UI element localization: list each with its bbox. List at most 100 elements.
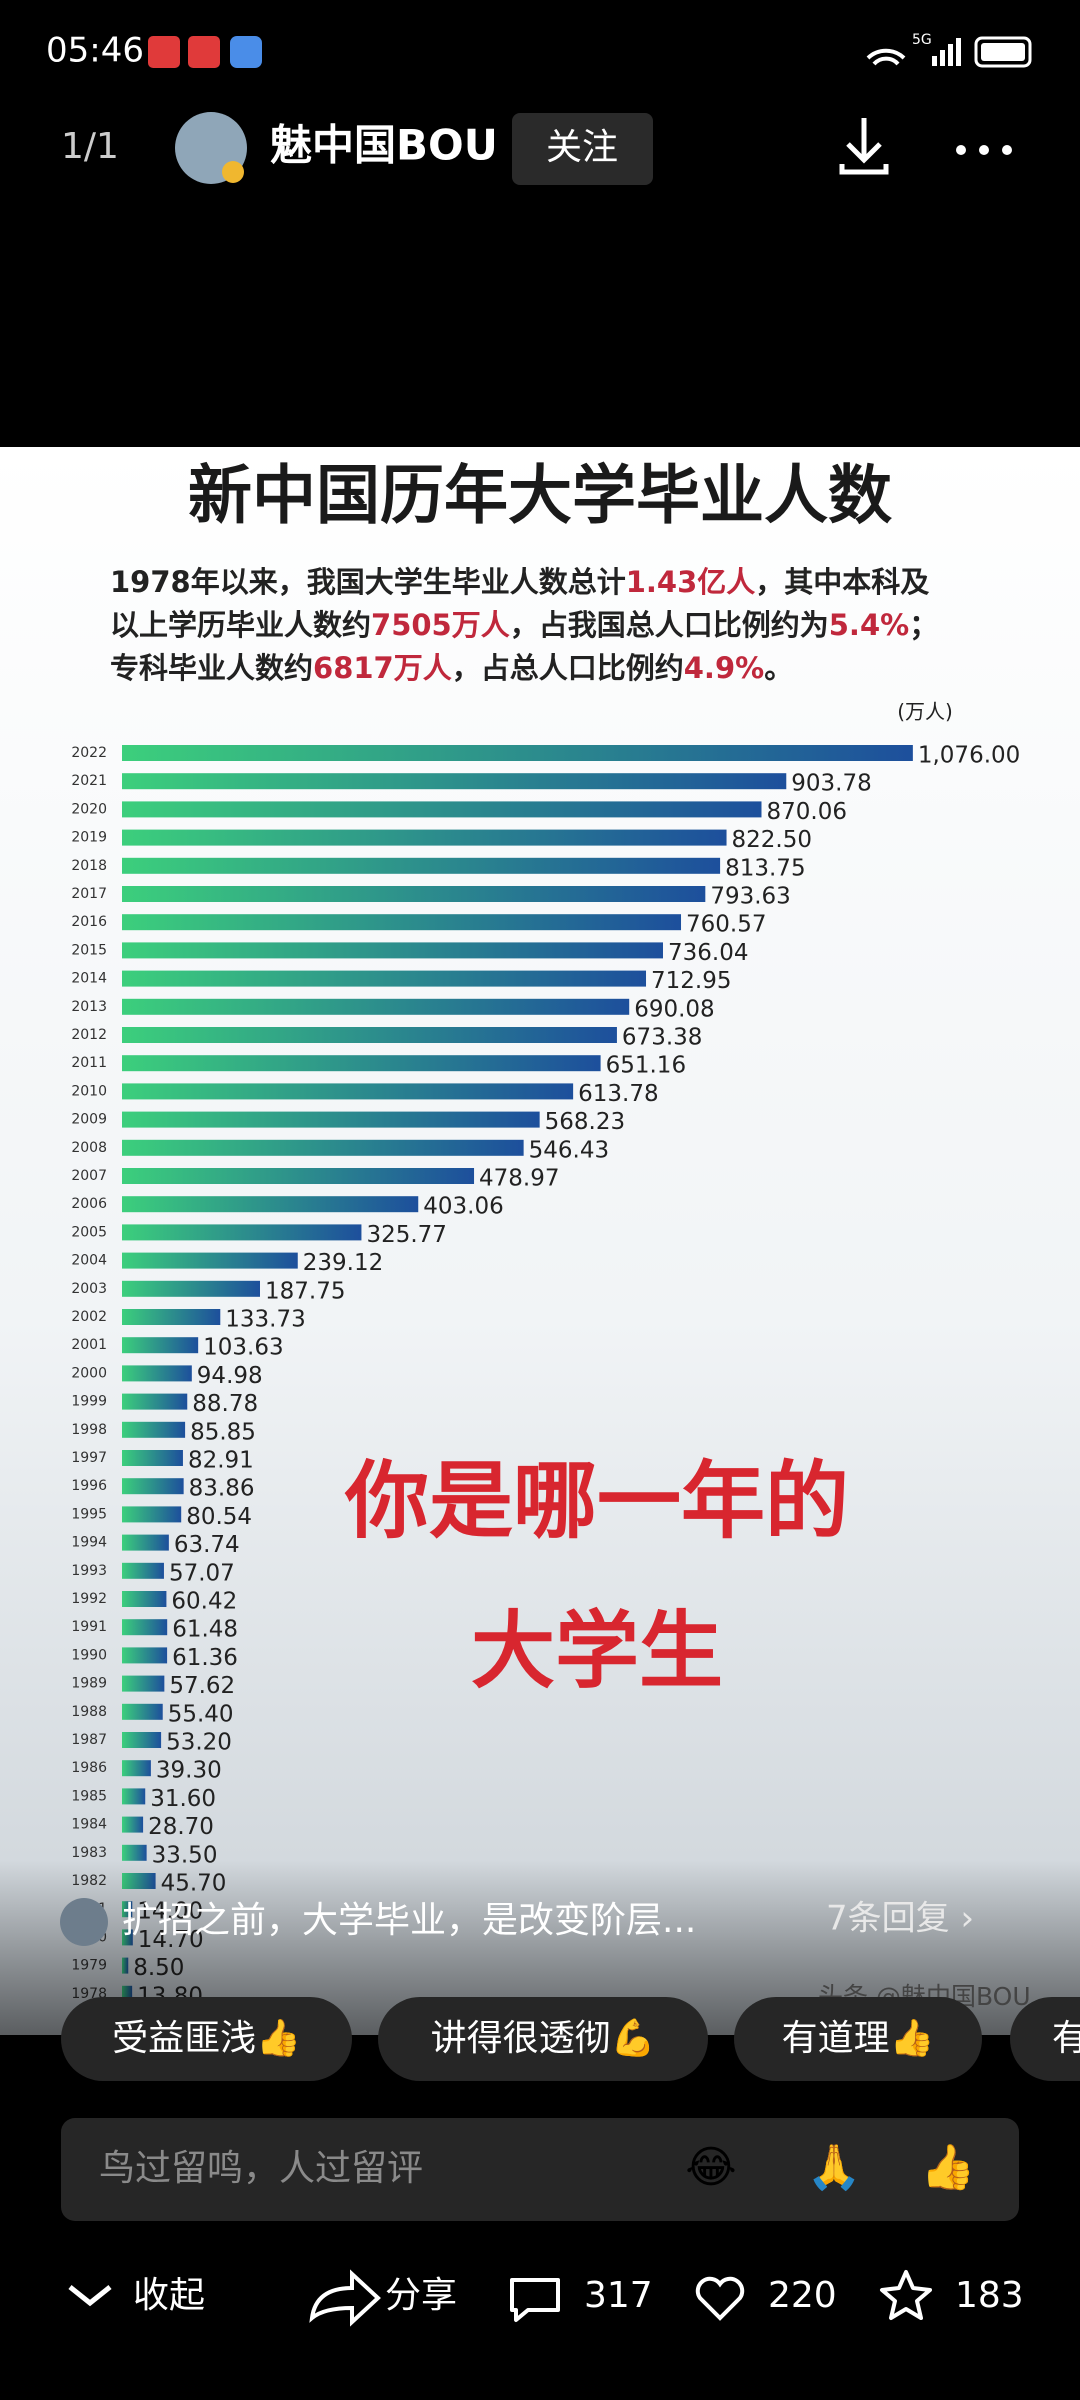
value-label: 88.78 (192, 1391, 258, 1417)
author-name[interactable]: 魅中国BOU (270, 121, 498, 170)
network-type: 5G (912, 32, 932, 48)
comment-count[interactable]: 317 (584, 2275, 653, 2316)
bar (122, 1591, 167, 1607)
value-label: 690.08 (634, 996, 714, 1022)
y-tick-label: 1999 (71, 1394, 107, 1410)
value-label: 103.63 (203, 1335, 283, 1361)
collapse-label[interactable]: 收起 (133, 2275, 205, 2316)
value-label: 568.23 (545, 1109, 625, 1135)
favorite-icon[interactable] (880, 2270, 932, 2320)
bar (122, 1732, 162, 1748)
y-tick-label: 2019 (71, 830, 107, 846)
bar (122, 1703, 163, 1720)
quick-reply-chip[interactable] (1010, 1997, 1080, 2081)
y-tick-label: 2001 (71, 1337, 107, 1353)
y-tick-label: 1997 (71, 1450, 107, 1466)
subtitle-segment: 4.9% (684, 651, 764, 685)
bar (122, 1478, 184, 1495)
comment-input[interactable] (61, 2118, 1019, 2221)
quick-reply-label: 有道理👍 (782, 2017, 935, 2059)
value-label: 55.40 (168, 1701, 234, 1727)
input-placeholder: 鸟过留鸣，人过留评 (99, 2148, 423, 2189)
quick-reply-label: 有 (1052, 2018, 1080, 2059)
bar (122, 1421, 186, 1438)
bar (122, 1309, 221, 1325)
follow-button[interactable] (512, 113, 653, 185)
y-tick-label: 1989 (71, 1676, 107, 1692)
chart-subtitle: 1978年以来，我国大学生毕业人数总计1.43亿人，其中本科及以上学历毕业人数约… (110, 565, 938, 685)
quick-reply-label: 受益匪浅👍 (112, 2017, 301, 2059)
subtitle-segment: ； (909, 608, 938, 642)
emoji-button[interactable]: 👍 (921, 2142, 976, 2193)
bar (122, 1450, 183, 1466)
value-label: 57.62 (169, 1673, 235, 1699)
overlay-line: 你是哪一年的 (344, 1452, 849, 1550)
y-tick-label: 2012 (71, 1027, 107, 1043)
bar (122, 1111, 540, 1128)
value-label: 1,076.00 (918, 743, 1020, 769)
y-tick-label: 1986 (71, 1760, 107, 1776)
bar (122, 1647, 168, 1664)
post-image[interactable] (0, 447, 1080, 2035)
value-label: 31.60 (150, 1786, 216, 1812)
bar (122, 801, 762, 818)
subtitle-segment: 以上学历毕业人数约 (110, 608, 371, 642)
reply-count[interactable]: 7条回复 › (826, 1899, 974, 1939)
like-icon[interactable] (695, 2276, 745, 2321)
y-tick-label: 2008 (71, 1140, 107, 1156)
overlay-line: 大学生 (471, 1602, 723, 1700)
battery-icon (974, 36, 1032, 68)
y-tick-label: 2017 (71, 886, 107, 902)
value-label: 85.85 (190, 1419, 256, 1445)
y-tick-label: 2003 (71, 1281, 107, 1297)
share-label[interactable]: 分享 (385, 2275, 457, 2316)
bar (122, 914, 682, 931)
y-tick-label: 2018 (71, 858, 107, 874)
subtitle-segment: 1978年以来，我国大学生毕业人数总计 (110, 565, 626, 599)
value-label: 712.95 (651, 968, 731, 994)
quick-replies: 受益匪浅👍 讲得很透彻💪 有道理👍 有 (61, 1997, 1080, 2081)
bar (122, 970, 647, 987)
bar (122, 1365, 192, 1382)
value-label: 53.20 (166, 1730, 232, 1756)
collapse-icon[interactable] (68, 2285, 112, 2307)
download-icon[interactable] (839, 118, 889, 175)
value-label: 478.97 (479, 1166, 559, 1192)
share-icon[interactable] (309, 2269, 381, 2327)
value-label: 28.70 (148, 1814, 214, 1840)
subtitle-segment: 7505万人 (371, 608, 510, 642)
value-label: 903.78 (791, 771, 871, 797)
quick-reply-chip[interactable] (734, 1997, 982, 2081)
y-tick-label: 2009 (71, 1112, 107, 1128)
bar (122, 1534, 169, 1551)
bar (122, 1027, 617, 1043)
emoji-button[interactable]: 😂 (685, 2142, 736, 2193)
comment-text[interactable]: 扩招之前，大学毕业，是改变阶层... (122, 1900, 696, 1941)
y-tick-label: 2013 (71, 999, 107, 1015)
comment-icon[interactable] (510, 2278, 560, 2322)
y-tick-label: 1988 (71, 1704, 107, 1720)
app-icon (148, 36, 180, 68)
value-label: 187.75 (265, 1278, 345, 1304)
unit-label: (万人) (897, 700, 953, 724)
y-tick-label: 1990 (71, 1647, 107, 1663)
bar (122, 829, 727, 846)
quick-reply-chip[interactable] (61, 1997, 352, 2081)
y-tick-label: 2011 (71, 1055, 107, 1071)
quick-reply-chip[interactable] (378, 1997, 708, 2081)
page-counter: 1/1 (61, 126, 119, 167)
value-label: 239.12 (303, 1250, 383, 1276)
favorite-count[interactable]: 183 (955, 2275, 1024, 2316)
y-tick-label: 1987 (71, 1732, 107, 1748)
value-label: 813.75 (725, 855, 805, 881)
more-icon[interactable] (956, 145, 1012, 155)
value-label: 613.78 (578, 1081, 658, 1107)
y-tick-label: 1992 (71, 1591, 107, 1607)
bar (122, 1675, 165, 1692)
bar (122, 1619, 168, 1636)
like-count[interactable]: 220 (768, 2275, 837, 2316)
value-label: 82.91 (188, 1448, 254, 1474)
value-label: 736.04 (668, 940, 748, 966)
emoji-button[interactable]: 🙏 (807, 2142, 862, 2193)
